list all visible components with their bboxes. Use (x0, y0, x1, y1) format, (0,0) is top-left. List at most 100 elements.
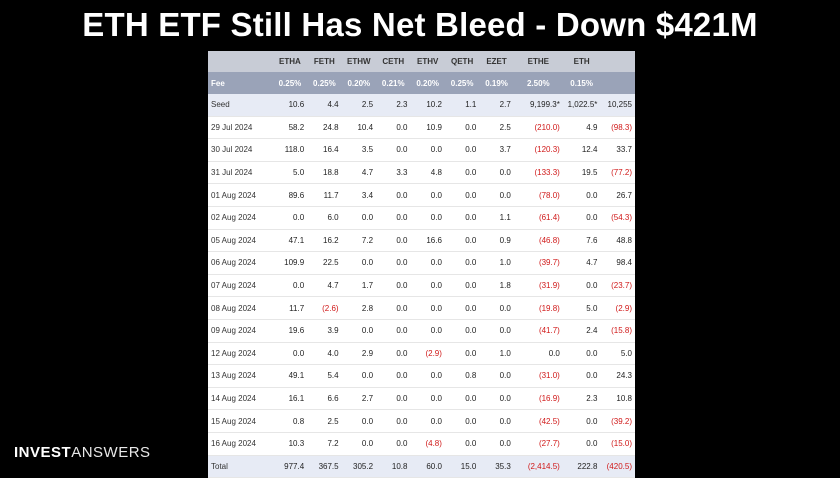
flow-cell: (41.7) (513, 319, 563, 343)
flow-cell: 0.0 (410, 319, 445, 343)
table-row: 31 Jul 2024 5.0 18.8 4.7 3.3 4.8 0.0 0.0 (133.3)… (208, 161, 635, 185)
flow-cell: 0.0 (376, 342, 411, 366)
flow-cell: 0.0 (562, 409, 601, 433)
flow-cell: 5.0 (272, 161, 308, 185)
flow-cell: 0.0 (376, 274, 411, 298)
row-label: 01 Aug 2024 (208, 183, 273, 207)
flow-cell: 0.0 (562, 183, 601, 207)
flow-cell: (77.2) (600, 161, 635, 185)
table-row: 01 Aug 2024 89.6 11.7 3.4 0.0 0.0 0.0 0.0 (78.0)… (208, 183, 635, 207)
fee-label: Fee (208, 72, 273, 94)
flow-cell: 58.2 (272, 116, 308, 140)
flow-cell: 24.8 (307, 116, 342, 140)
row-label: 15 Aug 2024 (208, 409, 273, 433)
flow-cell: 0.0 (376, 206, 411, 230)
flow-cell: 118.0 (272, 138, 308, 162)
flow-cell: 0.8 (444, 364, 480, 388)
flow-cell: 0.0 (410, 409, 445, 433)
flow-cell: 0.0 (341, 319, 377, 343)
flow-cell: 7.2 (307, 432, 342, 456)
flow-cell: 0.0 (479, 432, 514, 456)
flow-cell: (2.6) (307, 296, 342, 320)
flow-cell: 47.1 (272, 229, 308, 253)
flow-cell: 3.5 (341, 138, 377, 162)
column-header: QETH (444, 51, 480, 72)
flow-cell: 0.0 (341, 432, 377, 456)
flow-cell: 0.0 (444, 206, 480, 230)
flow-cell: 48.8 (600, 229, 635, 253)
table-row: 30 Jul 2024 118.0 16.4 3.5 0.0 0.0 0.0 3.7 (120.… (208, 138, 635, 162)
flow-cell: 33.7 (600, 138, 635, 162)
row-label: Seed (208, 94, 273, 117)
flow-cell: 0.0 (341, 206, 377, 230)
flow-cell: (98.3) (600, 116, 635, 140)
flow-cell: 1.8 (479, 274, 514, 298)
flow-cell: 2.3 (562, 387, 601, 411)
flow-cell: (4.8) (410, 432, 445, 456)
flow-cell: 98.4 (600, 251, 635, 275)
flow-cell: 10.6 (272, 94, 308, 117)
row-label: 13 Aug 2024 (208, 364, 273, 388)
logo-answers-text: ANSWERS (71, 444, 151, 461)
flow-cell: 15.0 (444, 455, 480, 478)
flow-cell: (2.9) (600, 296, 635, 320)
flow-cell: (39.7) (513, 251, 563, 275)
flow-cell: 0.0 (479, 319, 514, 343)
table-row: 29 Jul 2024 58.2 24.8 10.4 0.0 10.9 0.0 2.5 (210… (208, 116, 635, 140)
flow-cell: 0.0 (376, 138, 411, 162)
flow-cell: 0.0 (376, 432, 411, 456)
flow-cell: (31.0) (513, 364, 563, 388)
table-header-row: ETHA FETH ETHW CETH ETHV QETH EZET ETHE ETH (208, 51, 635, 72)
flow-cell: 22.5 (307, 251, 342, 275)
table-row: 09 Aug 2024 19.6 3.9 0.0 0.0 0.0 0.0 0.0 (41.7) 2… (208, 319, 635, 343)
row-label: 14 Aug 2024 (208, 387, 273, 411)
flow-cell: 19.6 (272, 319, 308, 343)
fee-cell: 0.21% (376, 72, 411, 94)
flow-cell: 0.0 (479, 183, 514, 207)
flow-cell: 1.0 (479, 251, 514, 275)
flow-cell: 4.7 (341, 161, 377, 185)
fee-cell: 2.50% (513, 72, 563, 94)
flow-cell: 10.8 (376, 455, 411, 478)
flow-cell: 0.0 (410, 387, 445, 411)
flow-cell: 16.1 (272, 387, 308, 411)
flow-cell: 305.2 (341, 455, 377, 478)
table-row: 07 Aug 2024 0.0 4.7 1.7 0.0 0.0 0.0 1.8 (31.9) 0.… (208, 274, 635, 298)
row-label: 02 Aug 2024 (208, 206, 273, 230)
table-row: 08 Aug 2024 11.7 (2.6) 2.8 0.0 0.0 0.0 0.0 (19.8… (208, 296, 635, 320)
flow-cell: 1.1 (444, 94, 480, 117)
flow-cell: 2.5 (479, 116, 514, 140)
flow-cell: 0.0 (444, 251, 480, 275)
flow-cell: 0.0 (562, 432, 601, 456)
column-header (208, 51, 273, 72)
flow-cell: 4.7 (307, 274, 342, 298)
flow-cell: 0.0 (376, 296, 411, 320)
flow-cell: 3.9 (307, 319, 342, 343)
flow-cell: 2.7 (341, 387, 377, 411)
column-header (600, 51, 635, 72)
flow-cell: 0.0 (376, 251, 411, 275)
flow-cell: 12.4 (562, 138, 601, 162)
row-label: 12 Aug 2024 (208, 342, 273, 366)
flow-cell: 10.8 (600, 387, 635, 411)
flow-cell: 11.7 (307, 183, 342, 207)
flow-cell: 0.0 (444, 387, 480, 411)
flow-cell: 0.0 (410, 183, 445, 207)
flow-cell: (16.9) (513, 387, 563, 411)
flow-cell: 3.4 (341, 183, 377, 207)
flow-cell: 0.0 (562, 364, 601, 388)
column-header: ETHE (513, 51, 563, 72)
table-body: Seed 10.6 4.4 2.5 2.3 10.2 1.1 2.7 9,199.3* 1,022… (208, 94, 635, 478)
flow-cell: 0.0 (479, 409, 514, 433)
flow-cell: 0.0 (272, 274, 308, 298)
fee-cell: 0.19% (479, 72, 514, 94)
fee-row: Fee 0.25% 0.25% 0.20% 0.21% 0.20% 0.25% 0.19% 2.… (208, 72, 635, 94)
flow-cell: 26.7 (600, 183, 635, 207)
fee-cell: 0.25% (307, 72, 342, 94)
flow-cell: 5.0 (562, 296, 601, 320)
table-row: 14 Aug 2024 16.1 6.6 2.7 0.0 0.0 0.0 0.0 (16.9) 2… (208, 387, 635, 411)
flow-cell: (31.9) (513, 274, 563, 298)
slide-title: ETH ETF Still Has Net Bleed - Down $421M (82, 6, 758, 43)
table-row: 16 Aug 2024 10.3 7.2 0.0 0.0 (4.8) 0.0 0.0 (27.7… (208, 432, 635, 456)
flow-cell: 0.8 (272, 409, 308, 433)
